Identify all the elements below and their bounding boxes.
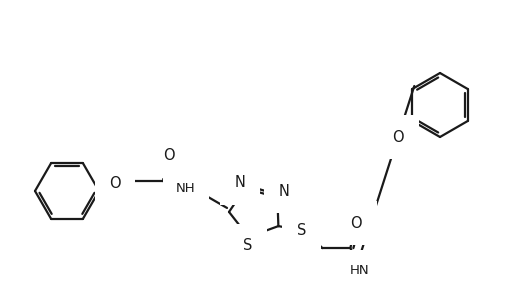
Text: NH: NH <box>176 183 196 196</box>
Text: O: O <box>393 130 404 145</box>
Text: O: O <box>109 175 121 190</box>
Text: S: S <box>243 239 252 254</box>
Text: O: O <box>163 149 175 164</box>
Text: O: O <box>350 216 362 231</box>
Text: HN: HN <box>350 263 369 276</box>
Text: S: S <box>297 223 306 238</box>
Text: N: N <box>279 184 290 199</box>
Text: N: N <box>234 175 245 190</box>
